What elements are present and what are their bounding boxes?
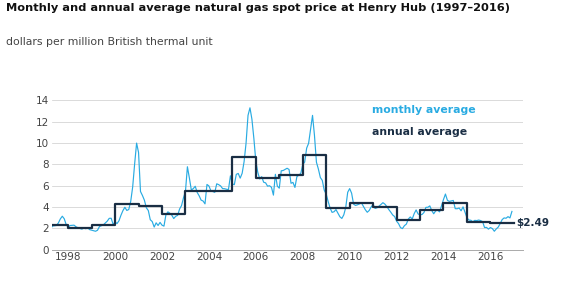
Text: dollars per million British thermal unit: dollars per million British thermal unit	[6, 37, 212, 47]
Text: annual average: annual average	[373, 127, 467, 137]
Text: Monthly and annual average natural gas spot price at Henry Hub (1997–2016): Monthly and annual average natural gas s…	[6, 3, 510, 13]
Text: $2.49: $2.49	[516, 218, 549, 228]
Text: monthly average: monthly average	[373, 105, 476, 115]
